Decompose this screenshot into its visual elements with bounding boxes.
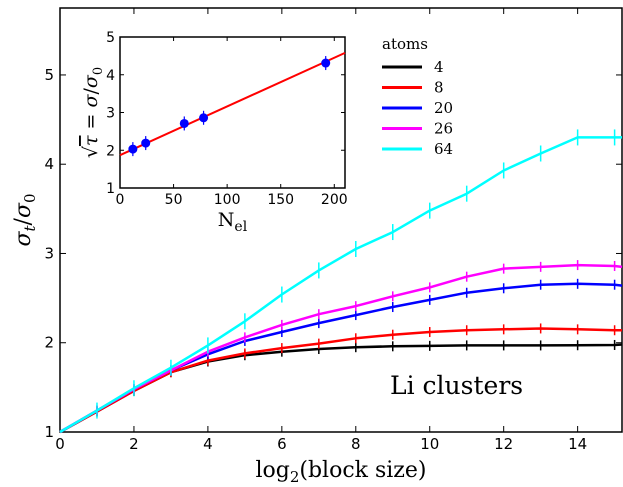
legend-label-8: 8 (434, 79, 444, 97)
inset-data-point (128, 144, 138, 154)
y-tick-label: 4 (44, 155, 54, 173)
x-tick-label: 10 (420, 435, 439, 453)
series-line-8 (59, 327, 622, 434)
inset-fit-line (119, 51, 346, 157)
inset-x-tick-label: 100 (214, 192, 241, 208)
legend-label-20: 20 (434, 99, 453, 117)
legend-label-4: 4 (434, 58, 444, 76)
inset-y-tick-label: 1 (106, 181, 115, 197)
inset-x-tick-label: 50 (165, 192, 183, 208)
inset-x-axis-label: Nel (218, 209, 248, 235)
inset-data-point (179, 118, 189, 128)
y-tick-label: 1 (44, 423, 54, 441)
inset-data-point (199, 113, 209, 123)
x-tick-label: 8 (351, 435, 361, 453)
x-tick-label: 14 (568, 435, 587, 453)
inset-plot-frame (119, 36, 346, 189)
y-axis-label: σt/σ0 (11, 193, 39, 246)
inset-data-point (321, 58, 331, 68)
legend-label-26: 26 (434, 120, 453, 138)
inset-y-tick-label: 2 (106, 143, 115, 159)
inset-data-point (141, 138, 151, 148)
inset-x-tick-label: 150 (267, 192, 294, 208)
x-axis-label: log2(block size) (255, 458, 426, 486)
inset-y-tick-label: 3 (106, 106, 115, 122)
x-tick-label: 12 (494, 435, 513, 453)
series-line-4 (59, 343, 623, 434)
x-tick-label: 2 (129, 435, 139, 453)
legend-label-64: 64 (434, 140, 453, 158)
x-tick-label: 4 (203, 435, 213, 453)
x-tick-label: 0 (55, 435, 65, 453)
inset-x-tick-label: 0 (116, 192, 125, 208)
inset-x-tick-label: 200 (321, 192, 348, 208)
y-tick-label: 2 (44, 334, 54, 352)
inset-y-tick-label: 5 (106, 30, 115, 46)
y-tick-label: 3 (44, 244, 54, 262)
inset-y-tick-label: 4 (106, 68, 115, 84)
series-line-20 (59, 282, 623, 434)
y-tick-label: 5 (44, 66, 54, 84)
inset-y-axis-label: √τ = σ/σ0 (80, 67, 106, 158)
x-tick-label: 6 (277, 435, 287, 453)
legend-title: atoms (382, 35, 428, 53)
annotation-text: Li clusters (390, 371, 523, 400)
main-plot-frame (59, 7, 623, 433)
